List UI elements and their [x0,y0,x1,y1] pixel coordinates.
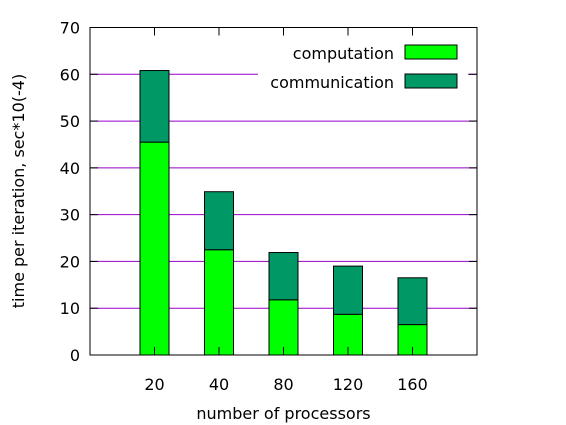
bar-communication-120 [333,265,363,315]
y-axis-title: time per iteration, sec*10(-4) [9,74,28,308]
legend-swatch-computation [404,44,458,60]
y-tick-label-70: 70 [60,19,80,38]
x-axis-ticks: 20 40 80 120 160 [144,27,428,394]
y-tick-label-10: 10 [60,299,80,318]
y-tick-label-20: 20 [60,252,80,271]
x-tick-label-20: 20 [144,375,164,394]
bar-communication-40 [204,191,234,251]
bar-communication-20 [139,70,170,143]
y-tick-label-60: 60 [60,65,80,84]
legend-label-communication: communication [270,73,394,92]
bar-computation-80 [268,299,299,356]
bar-communication-80 [268,252,299,301]
x-tick-label-120: 120 [333,375,364,394]
bar-computation-40 [204,249,234,356]
x-tick-label-40: 40 [209,375,229,394]
bars [139,70,428,356]
legend: computation communication [258,40,468,96]
x-tick-label-160: 160 [397,375,428,394]
y-tick-label-50: 50 [60,112,80,131]
x-axis-title: number of processors [196,404,370,423]
y-tick-label-0: 0 [70,346,80,365]
bar-computation-20 [139,141,170,356]
x-tick-label-80: 80 [273,375,293,394]
y-tick-label-40: 40 [60,159,80,178]
bar-communication-160 [397,277,428,326]
legend-swatch-communication [404,73,458,89]
y-axis-ticks: 0 10 20 30 40 50 60 70 [60,19,477,365]
legend-label-computation: computation [293,44,394,63]
y-tick-label-30: 30 [60,206,80,225]
